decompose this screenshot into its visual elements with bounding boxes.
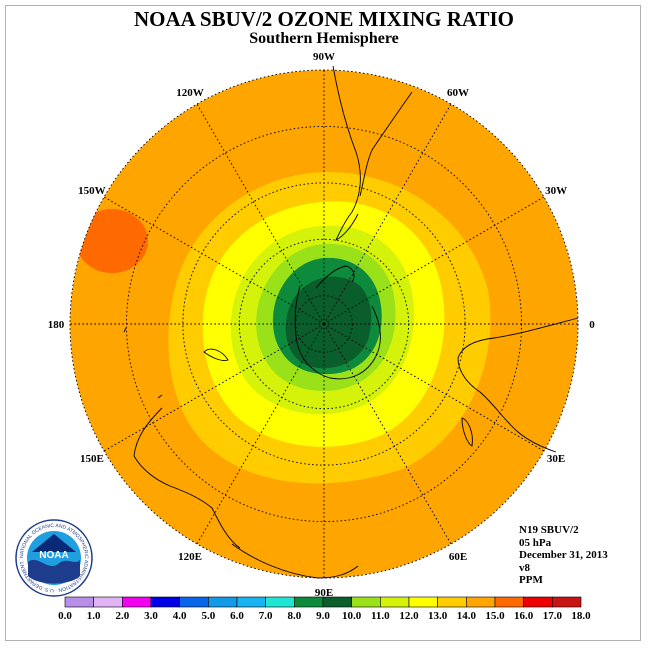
colorbar-cell xyxy=(437,596,467,608)
colorbar-tick-label: 5.0 xyxy=(201,610,215,622)
colorbar-cell xyxy=(294,596,324,608)
colorbar-cell xyxy=(179,596,209,608)
logo-wave xyxy=(28,559,80,584)
ozone-core-above-10 xyxy=(285,276,372,369)
coast-australia-south xyxy=(231,543,359,579)
pressure-level-label: 05 hPa xyxy=(519,536,552,549)
page-title: NOAA SBUV/2 OZONE MIXING RATIO xyxy=(134,7,514,31)
coast-south-america-east xyxy=(359,91,413,197)
coast-island-b xyxy=(157,394,163,399)
coast-madagascar xyxy=(461,417,473,447)
colorbar-cell xyxy=(494,596,524,608)
colorbar-tick-label: 0.0 xyxy=(58,610,72,622)
colorbar: 0.0 1.0 2.0 3.0 4.0 5.0 6.0 7.0 8.0 9.0 10.0 11.0 12… xyxy=(58,596,591,622)
colorbar-cell xyxy=(265,596,295,608)
colorbar-tick-label: 16.0 xyxy=(514,610,534,622)
colorbar-cell xyxy=(408,596,438,608)
coast-new-zealand xyxy=(203,348,229,361)
colorbar-cell xyxy=(351,596,381,608)
longitude-label: 90W xyxy=(313,51,335,63)
colorbar-tick-label: 10.0 xyxy=(342,610,362,622)
longitude-labels: 90W 60W 30W 0 30E 60E 90E 120E 150E 180 150W 120W xyxy=(48,51,596,599)
colorbar-cell xyxy=(64,596,94,608)
date-label: December 31, 2013 xyxy=(519,549,608,561)
version-label: v8 xyxy=(519,561,530,574)
coast-africa xyxy=(457,317,579,453)
colorbar-cell xyxy=(322,596,352,608)
coast-island-a xyxy=(123,327,127,333)
colorbar-tick-label: 14.0 xyxy=(457,610,477,622)
longitude-label: 30E xyxy=(547,453,565,465)
latitude-circle xyxy=(69,69,579,579)
colorbar-tick-label: 7.0 xyxy=(259,610,273,622)
colorbar-cell xyxy=(523,596,553,608)
longitude-label: 0 xyxy=(589,319,595,331)
longitude-label: 90E xyxy=(315,587,333,599)
colorbar-cell xyxy=(236,596,266,608)
colorbar-cell xyxy=(122,596,152,608)
colorbar-cell xyxy=(380,596,410,608)
logo-text: NOAA xyxy=(39,550,68,561)
colorbar-tick-label: 8.0 xyxy=(287,610,301,622)
colorbar-cell xyxy=(552,596,582,608)
colorbar-tick-label: 12.0 xyxy=(399,610,419,622)
colorbar-cell xyxy=(208,596,238,608)
coast-south-america xyxy=(332,65,361,242)
colorbar-tick-label: 11.0 xyxy=(371,610,390,622)
logo-bird-icon xyxy=(32,534,76,552)
colorbar-cell xyxy=(93,596,123,608)
longitude-label: 120W xyxy=(176,87,204,99)
coast-antarctic-peninsula xyxy=(315,265,355,289)
colorbar-tick-label: 1.0 xyxy=(87,610,101,622)
colorbar-tick-label: 15.0 xyxy=(485,610,505,622)
colorbar-tick-label: 13.0 xyxy=(428,610,448,622)
instrument-label: N19 SBUV/2 xyxy=(519,524,579,536)
graticule xyxy=(69,69,579,579)
colorbar-tick-label: 17.0 xyxy=(543,610,563,622)
longitude-label: 150W xyxy=(78,185,106,197)
longitude-label: 30W xyxy=(545,185,567,197)
colorbar-tick-label: 4.0 xyxy=(173,610,187,622)
longitude-label: 120E xyxy=(178,551,202,563)
ozone-region-15-16 xyxy=(76,209,148,273)
colorbar-tick-label: 3.0 xyxy=(144,610,158,622)
longitude-label: 60W xyxy=(447,87,469,99)
longitude-label: 180 xyxy=(48,319,65,331)
colorbar-cell xyxy=(466,596,496,608)
coast-antarctica xyxy=(294,285,381,380)
colorbar-tick-label: 9.0 xyxy=(316,610,330,622)
page-subtitle: Southern Hemisphere xyxy=(249,30,399,47)
coastlines xyxy=(123,65,579,579)
coast-australia xyxy=(133,407,241,549)
colorbar-tick-label: 18.0 xyxy=(571,610,591,622)
longitude-label: 150E xyxy=(80,453,104,465)
longitude-label: 60E xyxy=(449,551,467,563)
units-label: PPM xyxy=(519,574,543,586)
info-block: N19 SBUV/2 05 hPa December 31, 2013 v8 P… xyxy=(519,524,608,587)
colorbar-tick-label: 2.0 xyxy=(115,610,129,622)
colorbar-cell xyxy=(150,596,180,608)
noaa-logo: NOAA NATIONAL OCEANIC AND ATMOSPHERIC AD… xyxy=(14,518,93,597)
image-frame xyxy=(5,5,641,641)
colorbar-tick-label: 6.0 xyxy=(230,610,244,622)
